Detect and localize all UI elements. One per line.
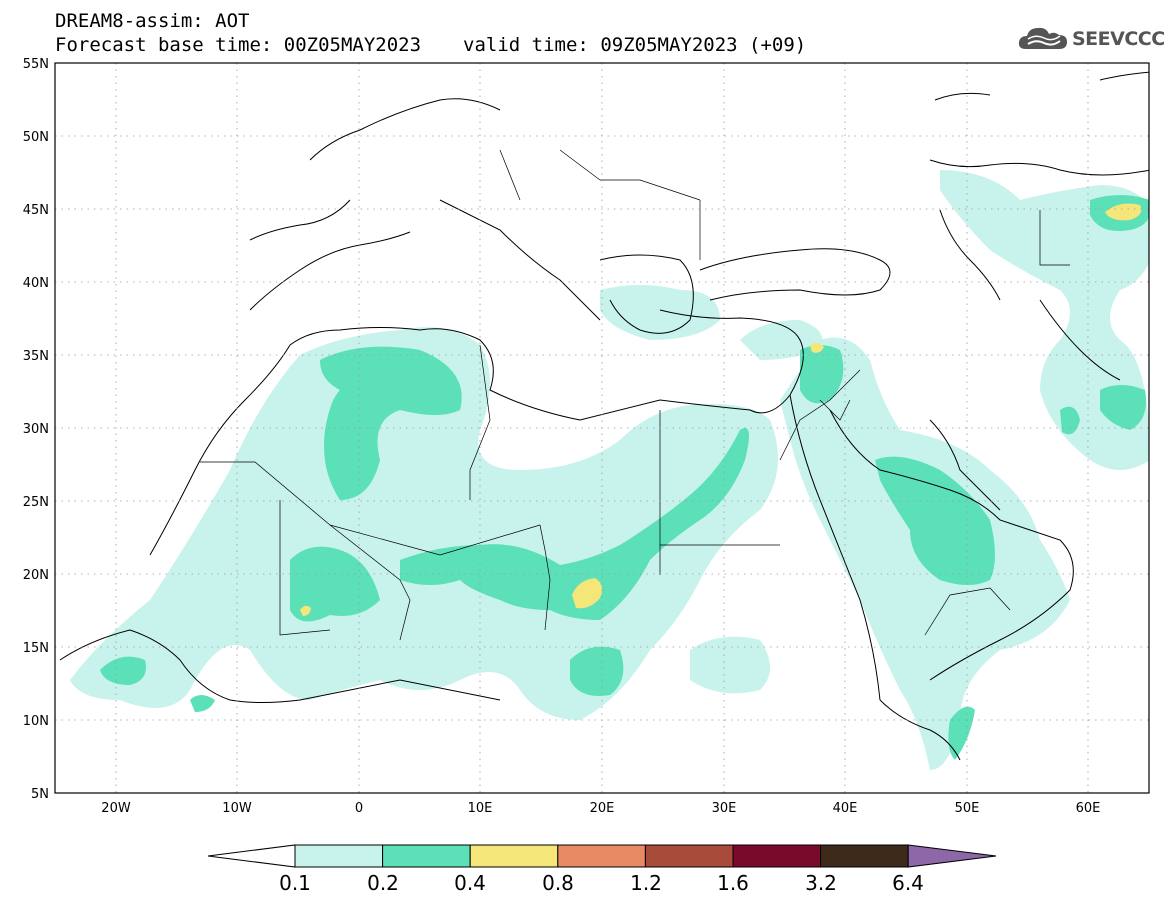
colorbar-label: 0.8 bbox=[542, 871, 574, 895]
colorbar-label: 0.1 bbox=[279, 871, 311, 895]
lat-tick: 10N bbox=[23, 714, 49, 729]
colorbar-bin bbox=[644, 844, 734, 868]
lat-tick: 40N bbox=[23, 276, 49, 291]
lat-tick: 20N bbox=[23, 568, 49, 583]
lat-tick: 15N bbox=[23, 641, 49, 656]
lon-tick: 30E bbox=[712, 801, 737, 816]
map-area bbox=[55, 63, 1149, 793]
colorbar-bin bbox=[820, 844, 909, 868]
colorbar-label: 1.2 bbox=[630, 871, 662, 895]
colorbar-label: 1.6 bbox=[717, 871, 749, 895]
lon-tick: 40E bbox=[833, 801, 858, 816]
colorbar-bin bbox=[732, 844, 822, 868]
colorbar-bin bbox=[557, 844, 646, 868]
colorbar-label: 0.2 bbox=[367, 871, 399, 895]
lon-tick: 0 bbox=[355, 801, 363, 816]
lat-tick: 45N bbox=[23, 203, 49, 218]
lon-tick: 20E bbox=[590, 801, 615, 816]
colorbar-bin bbox=[294, 844, 384, 868]
colorbar-label: 0.4 bbox=[454, 871, 486, 895]
lat-tick: 25N bbox=[23, 495, 49, 510]
aot-mid-field bbox=[100, 195, 1149, 760]
colorbar-bin bbox=[382, 844, 471, 868]
colorbar-label: 6.4 bbox=[892, 871, 924, 895]
valid-time: valid time: 09Z05MAY2023 (+09) bbox=[463, 34, 807, 56]
lon-tick: 10W bbox=[222, 801, 252, 816]
colorbar-labels: 0.1 0.2 0.4 0.8 1.2 1.6 3.2 6.4 bbox=[279, 871, 924, 895]
aot-high-field bbox=[300, 203, 1142, 616]
lon-axis: 20W 10W 0 10E 20E 30E 40E 50E 60E bbox=[101, 801, 1100, 816]
colorbar-arrow-low bbox=[207, 844, 296, 868]
base-time: Forecast base time: 00Z05MAY2023 bbox=[55, 34, 422, 56]
coastlines bbox=[59, 71, 1149, 761]
seevccc-logo: SEEVCCC bbox=[1018, 24, 1165, 54]
graticule bbox=[55, 63, 1149, 793]
lat-tick: 50N bbox=[23, 130, 49, 145]
lat-axis: 55N 50N 45N 40N 35N 30N 25N 20N 15N 10N … bbox=[23, 57, 49, 802]
map-frame bbox=[54, 62, 1150, 794]
lat-tick: 30N bbox=[23, 422, 49, 437]
colorbar-label: 3.2 bbox=[805, 871, 837, 895]
map-title: DREAM8-assim: AOT bbox=[55, 10, 250, 32]
colorbar-arrow-high bbox=[907, 844, 997, 868]
lat-tick: 35N bbox=[23, 349, 49, 364]
country-borders bbox=[200, 149, 1070, 641]
colorbar-bin bbox=[469, 844, 559, 868]
lon-tick: 20W bbox=[101, 801, 131, 816]
cloud-icon bbox=[1018, 27, 1067, 49]
lon-tick: 60E bbox=[1076, 801, 1101, 816]
logo-text: SEEVCCC bbox=[1072, 28, 1165, 50]
lat-tick: 55N bbox=[23, 57, 49, 72]
lat-tick: 5N bbox=[31, 787, 49, 802]
lon-tick: 50E bbox=[955, 801, 980, 816]
time-info: Forecast base time: 00Z05MAY2023 valid ti… bbox=[55, 34, 806, 56]
colorbar bbox=[207, 844, 997, 868]
lon-tick: 10E bbox=[468, 801, 493, 816]
